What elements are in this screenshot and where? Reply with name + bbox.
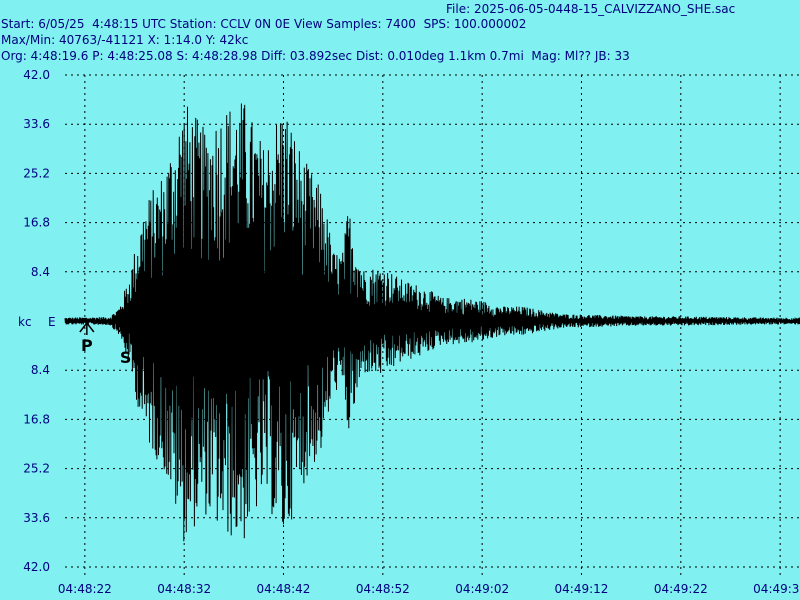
org-label: Org: [1,49,27,63]
x-tick-label: 04:49:02 [455,582,509,596]
diff-label: Diff: [261,49,287,63]
y-tick-label: 25.2 [23,166,50,180]
x-tick-label: 04:48:22 [58,582,112,596]
pick-label: S [120,348,132,367]
y-tick-label: 42.0 [23,68,50,82]
y-unit-label: kc [18,315,32,329]
jb-value: 33 [614,49,630,63]
y-scale-value: 42kc [219,33,249,47]
x-tick-label: 04:49:22 [654,582,708,596]
jb-label: JB: [594,49,611,63]
y-tick-label: 33.6 [23,117,50,131]
diff-value: 03.892sec [289,49,353,63]
p-time-value: 4:48:25.08 [107,49,173,63]
mag-label: Mag: [531,49,561,63]
waveform-trace [64,103,800,542]
x-tick-label: 04:48:42 [257,582,311,596]
y-tick-label: 42.0 [23,560,50,574]
y-scale-label: Y: [205,33,216,47]
file-info: File: 2025-06-05-0448-15_CALVIZZANO_SHE.… [446,2,735,16]
start-label: Start: [1,17,35,31]
phase-picks: PS [79,321,134,367]
x-tick-label: 04:49:32 [753,582,800,596]
station-value: CCLV 0N 0E [220,17,291,31]
y-axis-ticks: 42.0 33.6 25.2 16.8 8.4 8.4 16.8 25.2 33.6 42.0 [23,68,50,574]
mag-value: Ml?? [564,49,592,63]
dist-label: Dist: [355,49,384,63]
maxmin-value: 40763/-41121 [59,33,144,47]
pick-arrow [117,321,134,347]
y-tick-label: 8.4 [31,363,50,377]
s-time-label: S: [176,49,189,63]
origin-line: Org: 4:48:19.6 P: 4:48:25.08 S: 4:48:28.… [1,49,630,63]
component-label: E [48,315,56,329]
start-station-line: Start: 6/05/25 4:48:15 UTC Station: CCLV… [1,17,526,31]
view-samples-label: View Samples: [293,17,382,31]
x-scale-label: X: [147,33,160,47]
x-axis-ticks: 04:48:22 04:48:32 04:48:42 04:48:52 04:49:02… [58,582,800,596]
maxmin-label: Max/Min: [1,33,56,47]
x-tick-label: 04:49:12 [555,582,609,596]
s-time-value: 4:48:28.98 [191,49,258,63]
station-label: Station: [169,17,217,31]
dist-value: 0.010deg 1.1km 0.7mi [387,49,524,63]
pick-arrow [79,321,95,335]
start-value: 6/05/25 4:48:15 UTC [38,17,166,31]
y-tick-label: 16.8 [23,412,50,426]
view-samples-value: 7400 [385,17,416,31]
org-value: 4:48:19.6 [30,49,89,63]
file-label: File: [446,2,471,16]
y-tick-label: 16.8 [23,216,50,230]
y-tick-label: 25.2 [23,462,50,476]
sps-value: 100.000002 [453,17,527,31]
pick-label: P [81,336,93,355]
sps-label: SPS: [423,17,451,31]
file-name: 2025-06-05-0448-15_CALVIZZANO_SHE.sac [473,2,736,16]
y-tick-label: 33.6 [23,511,50,525]
maxmin-line: Max/Min: 40763/-41121 X: 1:14.0 Y: 42kc [1,33,248,47]
y-tick-label: 8.4 [31,265,50,279]
x-tick-label: 04:48:52 [356,582,410,596]
x-scale-value: 1:14.0 [163,33,203,47]
x-tick-label: 04:48:32 [157,582,211,596]
grid-lines [65,74,800,575]
p-time-label: P: [92,49,104,63]
